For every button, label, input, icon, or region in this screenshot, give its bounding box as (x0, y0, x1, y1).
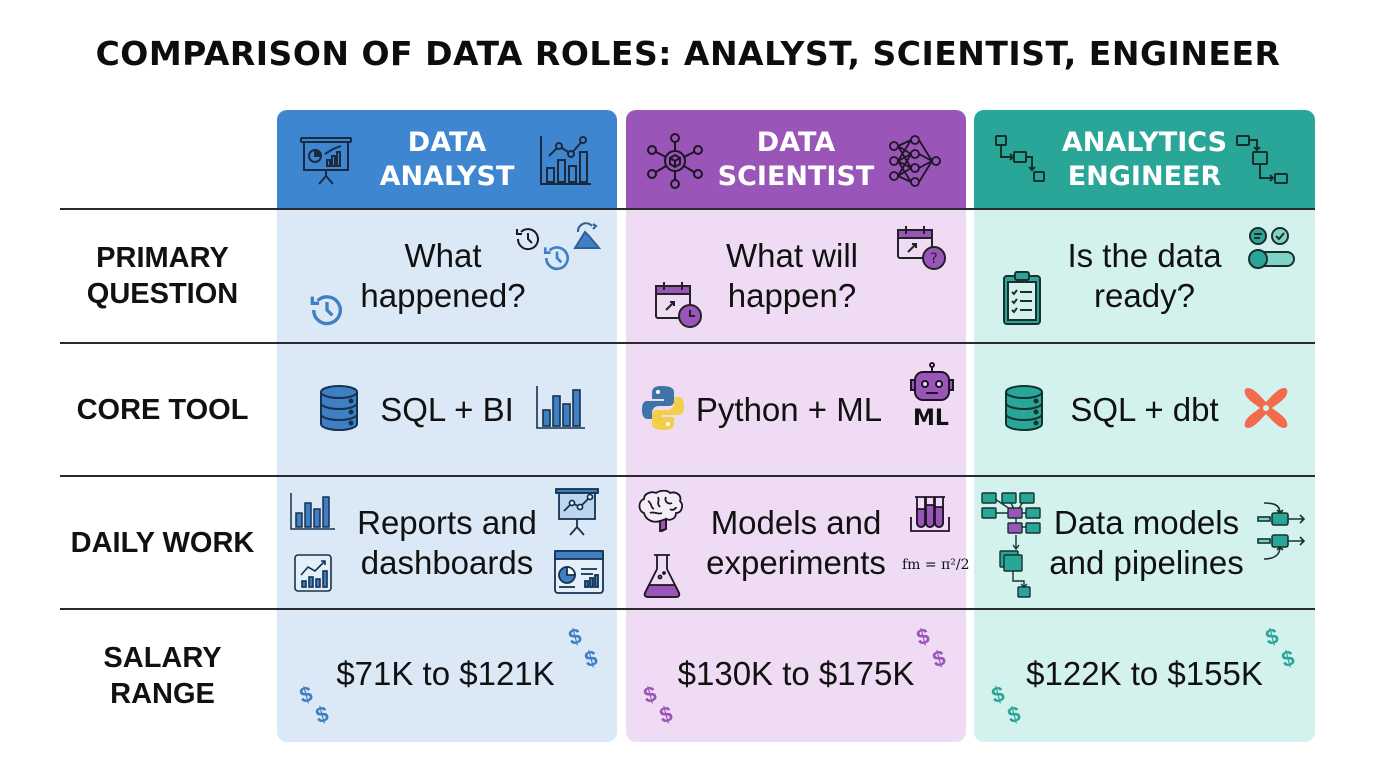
question-text: What happened? (360, 237, 526, 314)
engineer-core-tool: SQL + dbt (974, 344, 1315, 475)
flow-boxes-icon (1236, 135, 1288, 184)
role-title: DATA SCIENTIST (717, 126, 875, 192)
presentation-chart-icon (555, 488, 599, 536)
test-tubes-icon (910, 496, 950, 532)
scientist-column (626, 110, 966, 742)
history-clock-icon (543, 246, 569, 271)
salary-text: $130K to $175K (677, 655, 915, 692)
analyst-core-tool: SQL + BI (277, 344, 617, 475)
row-divider (60, 475, 1315, 477)
analyst-primary-question: What happened? (277, 210, 617, 342)
analyst-header: DATA ANALYST (277, 110, 617, 209)
salary-text: $122K to $155K (1026, 655, 1263, 692)
scientist-daily-work: Models and experiments fm = π²/2 (626, 477, 970, 608)
ml-badge-label: ML (913, 406, 949, 431)
pipeline-icon (1257, 502, 1306, 560)
clipboard-checklist-icon (1003, 271, 1041, 325)
row-label-daily-work: DAILY WORK (70, 526, 255, 559)
scientist-header: DATA SCIENTIST (626, 110, 966, 209)
engineer-salary: $122K to $155K (974, 610, 1315, 742)
row-divider (60, 608, 1315, 610)
analyst-salary: $71K to $121K (277, 610, 617, 742)
network-cube-icon (647, 133, 703, 189)
row-divider (60, 208, 1315, 210)
dashboard-window-icon (554, 550, 604, 594)
status-toggle-icon (1248, 227, 1295, 269)
page-title: COMPARISON OF DATA ROLES: ANALYST, SCIEN… (95, 34, 1281, 73)
formula-label: fm = π²/2 (902, 557, 970, 573)
question-text: Is the data ready? (1067, 237, 1222, 314)
row-label-core-tool: CORE TOOL (76, 393, 249, 426)
python-logo-icon (642, 386, 684, 430)
mountain-icon (573, 222, 602, 249)
engineer-header: ANALYTICS ENGINEER (974, 110, 1315, 209)
calendar-clock-icon (655, 282, 702, 328)
bar-line-chart-icon (540, 136, 591, 185)
work-text: Data models and pipelines (1049, 503, 1244, 581)
bar-chart-icon (290, 493, 335, 530)
robot-icon (910, 362, 954, 401)
row-label-salary-range: SALARY RANGE (103, 642, 222, 710)
flow-boxes-icon (995, 135, 1045, 182)
dbt-logo-icon (1244, 388, 1288, 428)
scientist-salary: $130K to $175K (626, 610, 966, 742)
calendar-question-icon: ? (897, 226, 946, 270)
engineer-primary-question: Is the data ready? (974, 210, 1315, 342)
history-clock-icon (516, 228, 539, 251)
tool-text: SQL + BI (380, 390, 514, 428)
trend-chart-icon (294, 554, 332, 592)
role-title: DATA ANALYST (379, 126, 515, 192)
row-divider (60, 342, 1315, 344)
flask-icon (643, 554, 681, 598)
scientist-core-tool: Python + ML ML (626, 344, 966, 475)
data-model-graph-icon (981, 492, 1041, 598)
neural-network-icon (889, 135, 941, 187)
svg-text:?: ? (930, 251, 937, 267)
bar-chart-icon (536, 386, 585, 429)
history-clock-icon (310, 295, 342, 326)
role-title: ANALYTICS ENGINEER (1061, 126, 1228, 192)
presentation-chart-icon (300, 137, 352, 185)
row-label-primary-question: PRIMARY QUESTION (86, 242, 239, 310)
brain-icon (638, 489, 683, 533)
database-icon (320, 385, 358, 431)
tool-text: Python + ML (695, 390, 883, 428)
scientist-primary-question: What will happen? ? (626, 210, 966, 342)
engineer-daily-work: Data models and pipelines (974, 477, 1315, 608)
salary-text: $71K to $121K (336, 655, 555, 692)
work-text: Models and experiments (706, 503, 886, 581)
analyst-daily-work: Reports and dashboards (277, 477, 617, 608)
database-icon (1005, 385, 1043, 431)
question-text: What will happen? (725, 237, 859, 314)
work-text: Reports and dashboards (357, 503, 537, 581)
tool-text: SQL + dbt (1070, 390, 1219, 428)
